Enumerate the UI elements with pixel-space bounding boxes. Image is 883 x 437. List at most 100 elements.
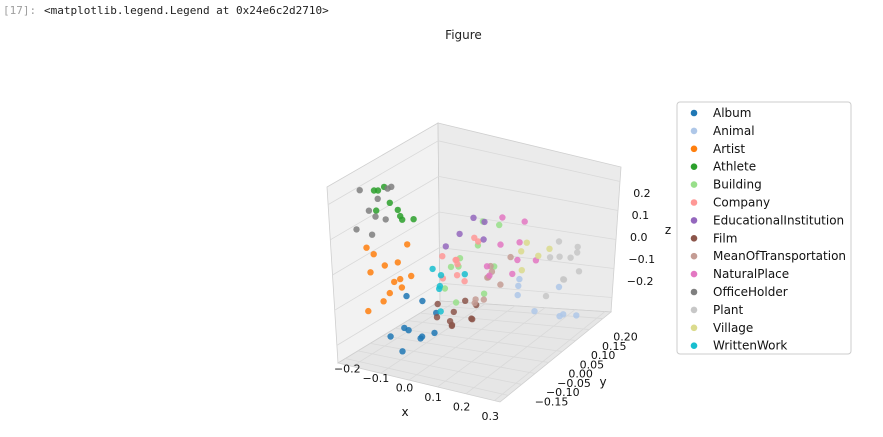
data-point [518,267,525,274]
data-point [497,241,504,248]
data-point [573,312,580,319]
legend-marker [690,252,698,260]
x-grid-line [380,303,486,374]
data-point [475,238,482,245]
data-point [486,272,493,279]
data-point [397,275,404,283]
data-point [531,308,538,315]
data-point [480,290,488,297]
data-point [353,226,360,233]
x-grid-line [494,311,606,401]
data-point [546,254,554,261]
data-point [394,206,401,214]
data-point [480,236,487,243]
data-point [546,245,553,252]
data-point [461,271,468,278]
x-tick-label: 0.3 [482,410,500,423]
y-grid-line [395,327,563,352]
legend-marker [690,145,698,153]
y-tick-label: −0.15 [535,395,569,408]
x-grid-line [465,309,576,395]
data-point [523,239,530,246]
y-grid-line [345,358,509,396]
data-point [431,329,438,337]
z-grid-line [330,175,619,241]
data-point [454,261,461,268]
legend-label: MeanOfTransportation [713,249,846,263]
z-grid-line [332,211,617,276]
legend-label: EducationalInstitution [713,213,844,227]
z-axis-label: z [665,223,671,237]
data-point [398,284,406,291]
data-point [556,253,563,260]
data-point [439,253,446,260]
x-tick-label: 0.2 [453,401,471,414]
y-grid-line [407,320,576,341]
data-point [567,254,574,261]
x-axis-label: x [401,405,408,419]
data-point [555,238,563,245]
data-points [353,183,583,355]
data-point [370,251,377,258]
data-point [374,187,382,194]
y-grid-line [370,342,536,374]
legend-label: Company [713,196,770,210]
z-tick-label: −0.1 [628,253,655,266]
series-animal [514,275,580,320]
data-point [399,348,406,355]
y-tick-labels: −0.15−0.10−0.050.000.050.100.150.20 [535,331,638,409]
data-point [442,243,449,250]
legend-marker [690,127,698,135]
data-point [461,278,468,285]
data-point [441,285,449,292]
data-point [453,272,461,279]
x-grid-line [408,305,516,381]
data-point [515,282,522,290]
y-grid-line [357,350,522,385]
data-point [456,230,463,238]
data-point [363,244,370,251]
grid-lines [327,140,621,401]
z-grid-line [334,247,615,311]
y-tick-label: 0.10 [591,349,616,362]
legend-label: Plant [713,303,744,317]
x-tick-label: 0.1 [424,391,442,404]
legend-marker [690,163,698,170]
data-point [447,263,455,271]
x-tick-label: −0.1 [363,372,390,385]
data-point [437,272,445,279]
data-point [372,213,379,220]
cell-output-text: <matplotlib.legend.Legend at 0x24e6c2d27… [44,4,329,17]
y-tick-label: 0.00 [568,368,593,381]
series-officeholder [353,183,395,238]
data-point [405,327,412,334]
legend-marker [690,181,698,188]
data-point [462,297,469,304]
legend-marker [690,288,698,296]
figure-title: Figure [445,28,482,42]
x-tick-labels: −0.2−0.1 0.0 0.1 0.2 0.3 [334,363,499,423]
legend-label: WrittenWork [713,339,787,353]
data-point [394,259,401,266]
data-point [419,297,426,305]
data-point [481,218,488,226]
z-grid-line [327,140,621,205]
data-point [380,298,387,305]
data-point [516,275,523,283]
legend-marker [690,306,698,314]
data-point [429,265,436,273]
series-company [439,234,482,285]
legend-marker [690,217,698,224]
y-tick-label: −0.05 [557,377,591,390]
legend-marker [690,199,698,206]
data-point [575,268,583,275]
series-album [387,292,440,355]
data-point [470,214,477,221]
data-point [386,199,393,206]
x-tick-label: 0.0 [396,382,414,395]
data-point [374,195,381,202]
data-point [535,252,542,259]
data-point [365,307,372,315]
legend-label: Village [713,321,753,335]
data-point [408,272,415,280]
